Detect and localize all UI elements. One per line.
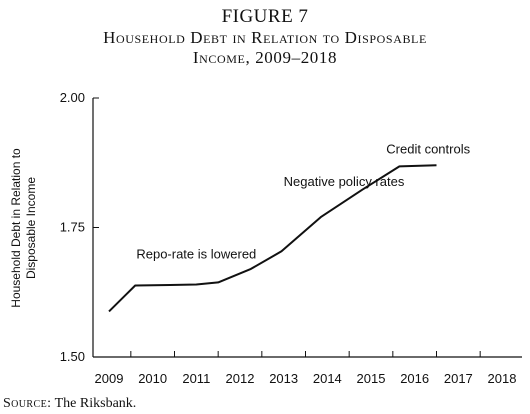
figure-title-line-2: Income, 2009–2018 <box>192 48 338 67</box>
y-axis-label-line-1: Household Debt in Relation to <box>9 148 23 308</box>
source-text: The Riksbank. <box>54 396 137 411</box>
chart-series <box>108 164 437 313</box>
x-tick-label: 2016 <box>400 371 429 386</box>
y-axis-label-line-2: Disposable Income <box>24 177 38 279</box>
y-tick-label: 2.00 <box>60 90 85 105</box>
y-tick-label: 1.75 <box>60 220 85 235</box>
x-tick-label: 2010 <box>138 371 167 386</box>
chart-annotations: Repo-rate is lowered Negative policy rate… <box>136 141 470 261</box>
source-note: Source: The Riksbank. <box>3 396 136 412</box>
chart-annotation: Negative policy rates <box>284 174 405 189</box>
y-tick-label: 1.50 <box>60 349 85 364</box>
x-tick-label: 2012 <box>226 371 255 386</box>
x-tick-label: 2017 <box>444 371 473 386</box>
x-tick-label: 2011 <box>182 371 210 386</box>
x-tick-label: 2009 <box>95 371 124 386</box>
x-tick-label: 2015 <box>357 371 386 386</box>
x-tick-label: 2018 <box>488 371 517 386</box>
chart-annotation: Repo-rate is lowered <box>136 247 256 262</box>
chart-ticks: 1.50 1.75 2.00 2009 2010 2011 2012 2013 2014 2015… <box>60 90 517 386</box>
series-line <box>108 164 437 313</box>
figure-title-line-1: Household Debt in Relation to Disposable <box>103 28 427 47</box>
x-tick-label: 2014 <box>313 371 342 386</box>
chart-annotation: Credit controls <box>386 141 470 156</box>
x-tick-label: 2013 <box>269 371 298 386</box>
figure-label: FIGURE 7 <box>221 6 309 27</box>
figure-title: Household Debt in Relation to Disposable… <box>20 28 510 68</box>
source-label: Source: <box>3 396 52 411</box>
